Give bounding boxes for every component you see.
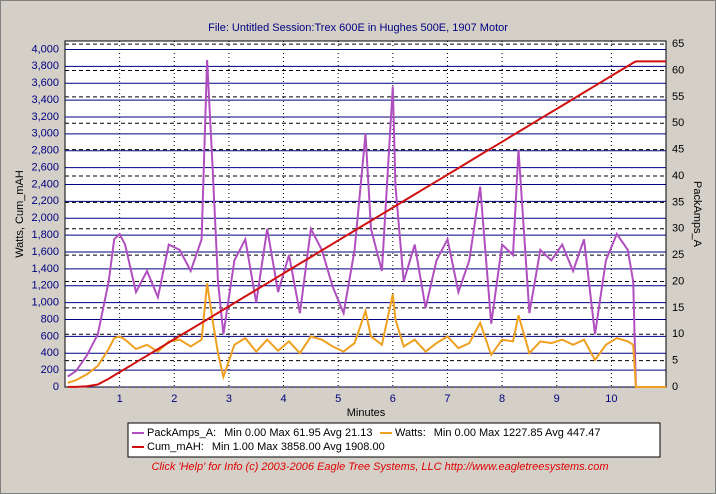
x-tick-label: 2 xyxy=(171,393,177,405)
y2-tick-label: 40 xyxy=(672,170,684,182)
plot-area xyxy=(64,40,667,388)
y-axis-label: Watts, Cum_mAH xyxy=(14,170,26,258)
y2-tick-label: 45 xyxy=(672,144,684,156)
legend-stats: Min 1.00 Max 3858.00 Avg 1908.00 xyxy=(212,441,385,453)
x-tick-label: 8 xyxy=(499,393,505,405)
y-tick-label: 1,400 xyxy=(31,263,59,275)
y-tick-label: 400 xyxy=(41,347,59,359)
chart-title: File: Untitled Session:Trex 600E in Hugh… xyxy=(208,22,508,34)
y-tick-label: 3,000 xyxy=(31,128,59,140)
legend-stats: Min 0.00 Max 61.95 Avg 21.13 xyxy=(224,427,372,439)
y2-tick-label: 0 xyxy=(672,381,678,393)
y-tick-label: 2,800 xyxy=(31,145,59,157)
y-tick-label: 1,600 xyxy=(31,246,59,258)
y-tick-label: 600 xyxy=(41,330,59,342)
y2-tick-label: 25 xyxy=(672,249,684,261)
y2-tick-label: 50 xyxy=(672,117,684,129)
y-tick-label: 200 xyxy=(41,364,59,376)
y-tick-label: 2,600 xyxy=(31,161,59,173)
y2-tick-label: 15 xyxy=(672,302,684,314)
y2-tick-label: 20 xyxy=(672,275,684,287)
x-tick-label: 5 xyxy=(335,393,341,405)
y-tick-label: 3,200 xyxy=(31,111,59,123)
series-line xyxy=(67,60,666,388)
y2-tick-label: 60 xyxy=(672,64,684,76)
y-tick-label: 3,800 xyxy=(31,60,59,72)
series-line xyxy=(67,283,666,388)
x-tick-label: 3 xyxy=(226,393,232,405)
y2-tick-label: 55 xyxy=(672,91,684,103)
y-tick-label: 2,200 xyxy=(31,195,59,207)
y-tick-label: 0 xyxy=(53,381,59,393)
y-tick-label: 3,600 xyxy=(31,77,59,89)
y2-axis-label: PackAmps_A xyxy=(691,181,703,248)
y-tick-label: 1,800 xyxy=(31,229,59,241)
legend-label: Watts: xyxy=(395,427,426,439)
y2-tick-label: 10 xyxy=(672,328,684,340)
x-tick-label: 1 xyxy=(117,393,123,405)
y2-tick-label: 30 xyxy=(672,223,684,235)
x-tick-label: 10 xyxy=(605,393,617,405)
x-axis-label: Minutes xyxy=(347,407,386,419)
y-tick-label: 1,000 xyxy=(31,297,59,309)
legend-label: PackAmps_A: xyxy=(147,427,216,439)
y2-tick-label: 35 xyxy=(672,196,684,208)
x-tick-label: 7 xyxy=(444,393,450,405)
y-tick-label: 2,000 xyxy=(31,212,59,224)
y2-tick-label: 5 xyxy=(672,355,678,367)
y2-tick-label: 65 xyxy=(672,38,684,50)
x-tick-label: 6 xyxy=(390,393,396,405)
footer: Click 'Help' for Info (c) 2003-2006 Eagl… xyxy=(151,461,608,473)
series-line xyxy=(67,59,666,388)
x-tick-label: 9 xyxy=(554,393,560,405)
y-tick-label: 800 xyxy=(41,313,59,325)
legend-stats: Min 0.00 Max 1227.85 Avg 447.47 xyxy=(434,427,601,439)
legend-label: Cum_mAH: xyxy=(147,441,204,453)
y-tick-label: 1,200 xyxy=(31,280,59,292)
y-tick-label: 2,400 xyxy=(31,178,59,190)
x-tick-label: 4 xyxy=(280,393,286,405)
y-tick-label: 4,000 xyxy=(31,43,59,55)
legend-box xyxy=(127,422,661,458)
y-tick-label: 3,400 xyxy=(31,94,59,106)
